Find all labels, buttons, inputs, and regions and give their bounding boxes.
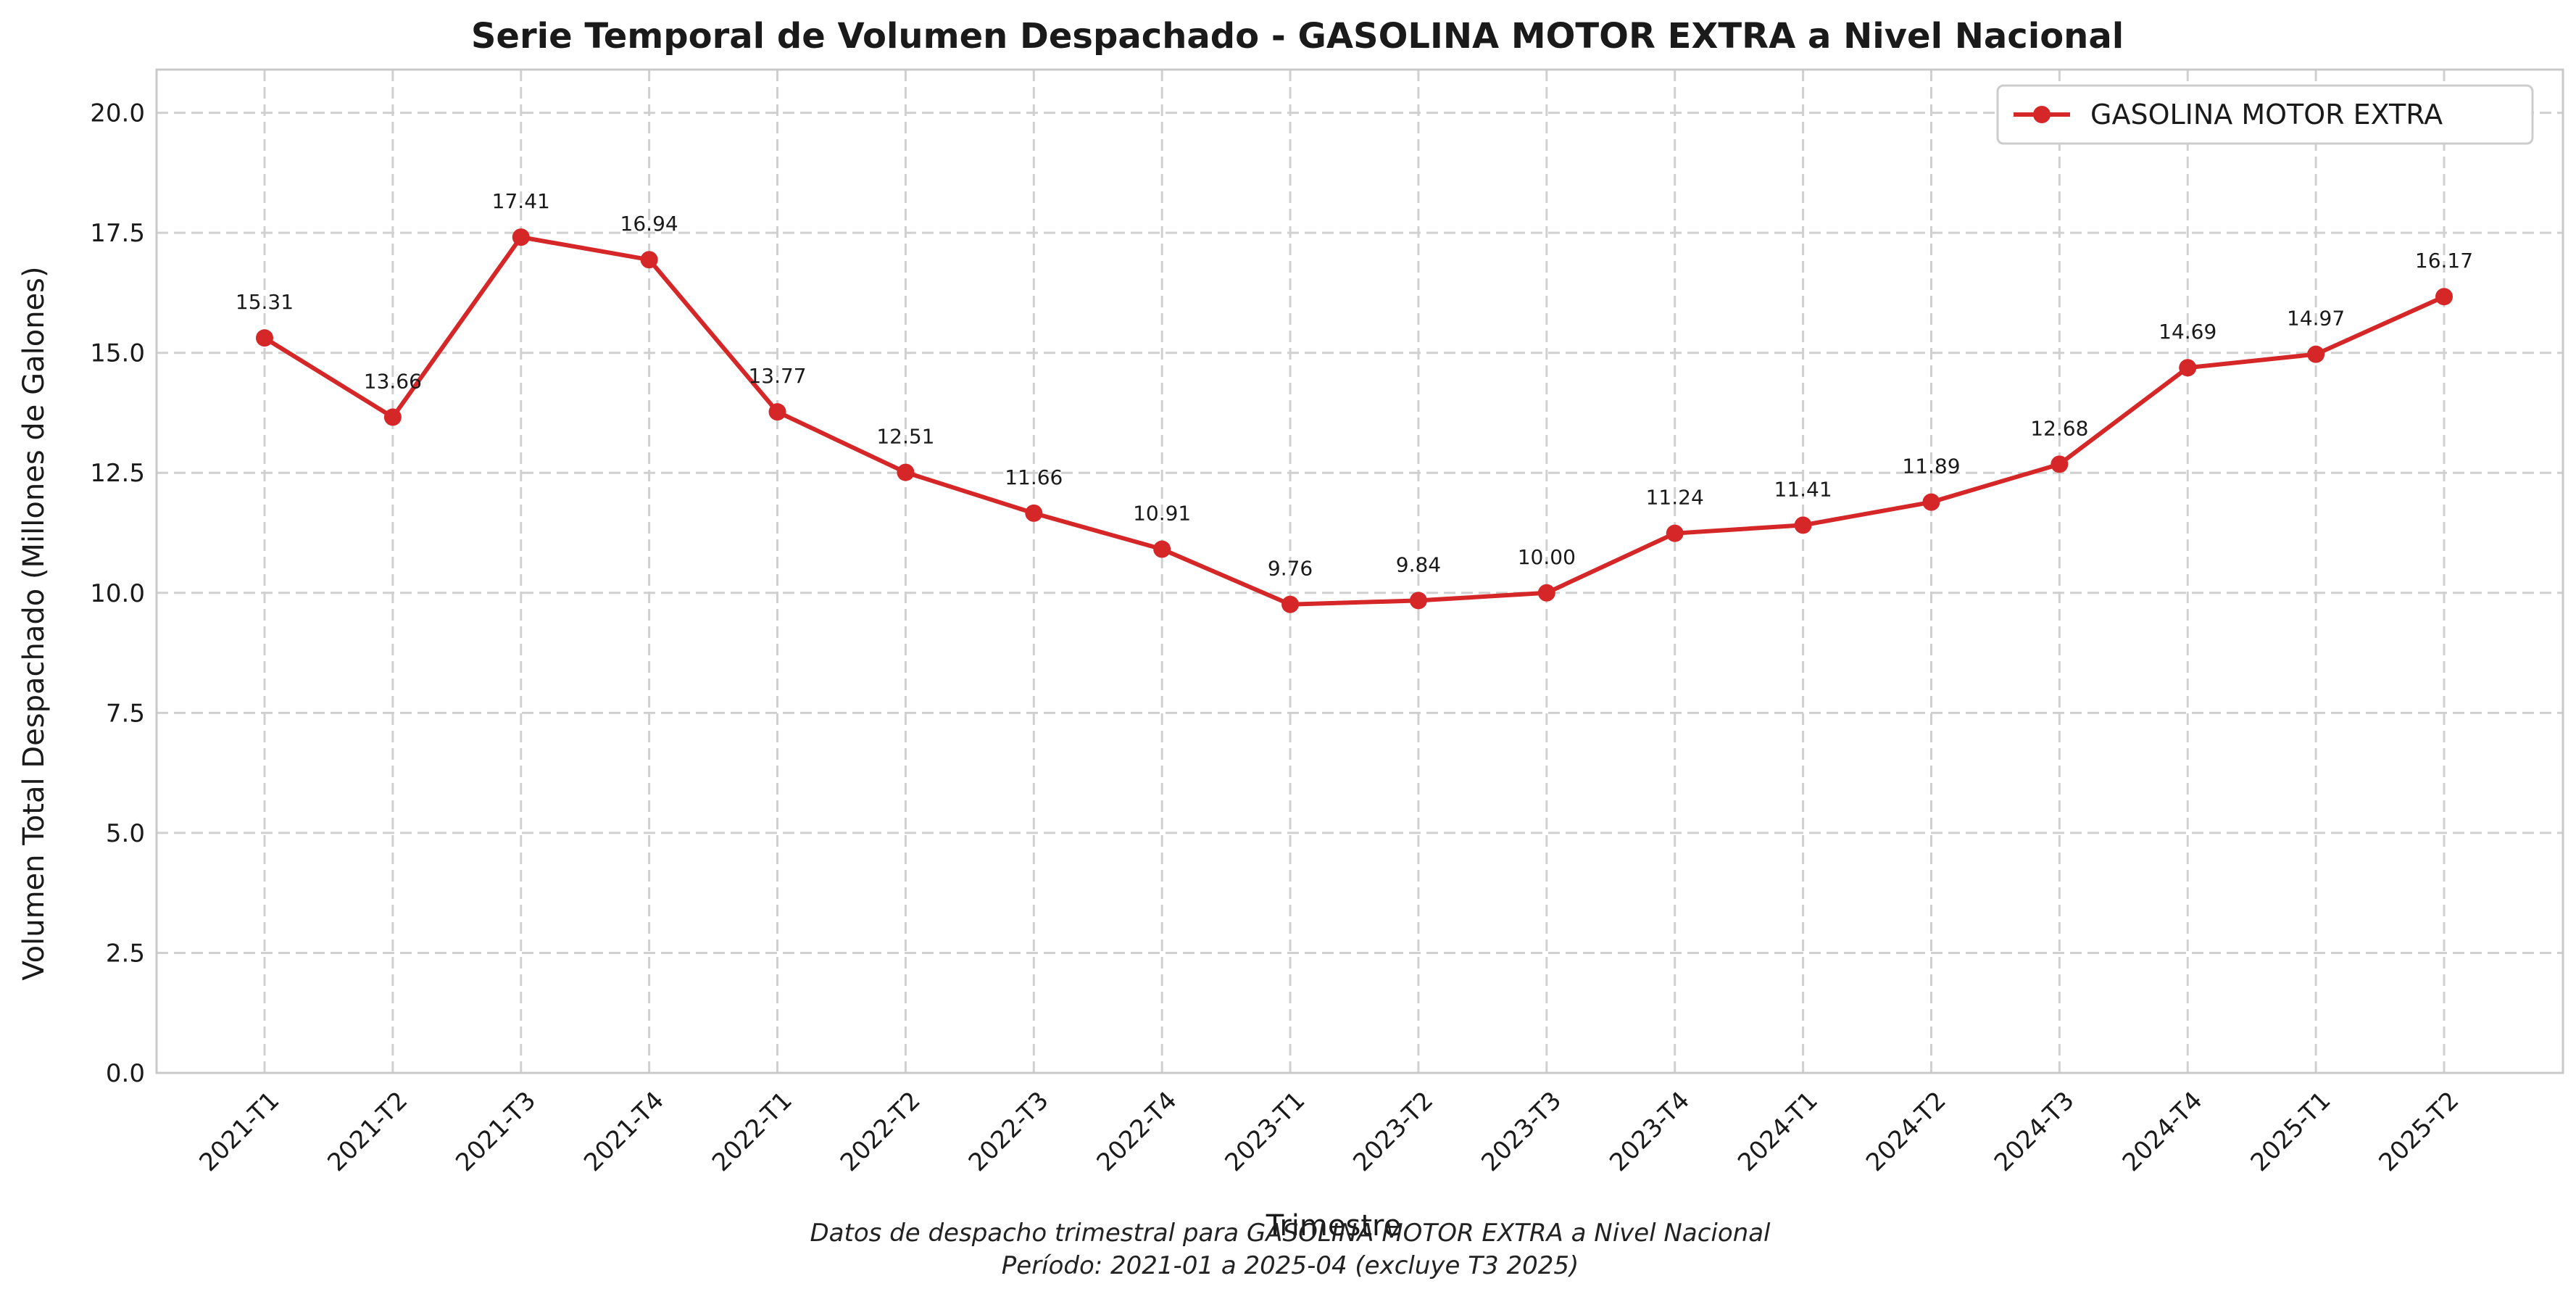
chart-title: Serie Temporal de Volumen Despachado - G… <box>471 16 2124 57</box>
data-point <box>2051 455 2069 473</box>
data-label: 14.97 <box>2287 307 2345 331</box>
y-tick-label: 12.5 <box>90 459 145 488</box>
data-point <box>897 463 915 481</box>
data-label: 16.94 <box>620 212 678 236</box>
x-axis-label: Trimestre <box>1266 1209 1401 1243</box>
data-point <box>383 408 402 426</box>
data-label: 16.17 <box>2415 249 2473 273</box>
y-axis-label: Volumen Total Despachado (Millones de Ga… <box>17 266 51 980</box>
data-label: 17.41 <box>492 189 550 213</box>
data-label: 15.31 <box>236 290 294 314</box>
data-point <box>1153 540 1171 558</box>
data-label: 10.91 <box>1133 502 1191 526</box>
caption-line-2: Período: 2021-01 a 2025-04 (excluye T3 2… <box>1002 1251 1579 1280</box>
data-point <box>1537 584 1555 602</box>
data-point <box>512 228 530 246</box>
legend-marker <box>2033 106 2051 123</box>
series-line <box>263 235 2446 607</box>
y-tick-label: 2.5 <box>106 939 145 968</box>
data-point <box>2435 288 2453 306</box>
data-point <box>1922 493 1940 511</box>
data-point <box>1794 516 1812 534</box>
data-point <box>1025 504 1043 522</box>
data-label: 13.66 <box>364 369 422 393</box>
data-label: 11.66 <box>1005 465 1063 489</box>
data-label: 14.69 <box>2159 320 2216 344</box>
data-point <box>256 329 273 347</box>
data-label: 11.89 <box>1902 455 1960 478</box>
data-point <box>2179 359 2197 377</box>
y-tick-label: 7.5 <box>106 699 145 728</box>
caption-line-1: Datos de despacho trimestral para GASOLI… <box>810 1219 1771 1248</box>
data-label: 11.41 <box>1774 477 1832 501</box>
legend-box <box>1996 84 2534 145</box>
y-tick-label: 5.0 <box>106 819 145 848</box>
y-tick-label: 0.0 <box>106 1059 145 1088</box>
legend-label: GASOLINA MOTOR EXTRA <box>2090 99 2443 130</box>
data-label: 13.77 <box>748 364 806 388</box>
plot-frame <box>155 68 2564 1074</box>
data-label: 10.00 <box>1518 545 1576 569</box>
data-point <box>768 403 786 421</box>
y-tick-label: 10.0 <box>90 579 145 608</box>
y-tick-label: 15.0 <box>90 339 145 368</box>
data-label: 9.84 <box>1396 552 1441 576</box>
y-tick-label: 20.0 <box>90 99 145 128</box>
data-label: 9.76 <box>1268 557 1313 581</box>
data-point <box>1666 524 1684 542</box>
data-label: 12.51 <box>876 425 934 449</box>
data-label: 12.68 <box>2030 416 2088 440</box>
data-label: 11.24 <box>1646 486 1704 510</box>
data-point <box>640 251 658 269</box>
y-tick-label: 17.5 <box>90 219 145 248</box>
data-point <box>2307 345 2325 363</box>
data-point <box>1409 592 1427 610</box>
data-point <box>1281 595 1300 613</box>
